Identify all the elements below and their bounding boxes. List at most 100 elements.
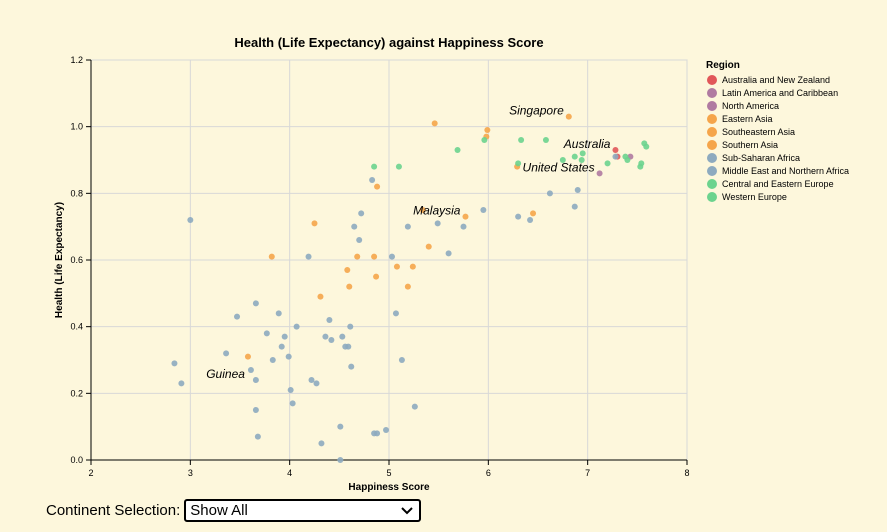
data-point[interactable] <box>612 153 619 160</box>
data-point[interactable] <box>392 310 399 317</box>
data-point[interactable] <box>638 160 645 167</box>
data-point[interactable] <box>612 147 619 153</box>
legend-label: Southeastern Asia <box>722 127 795 137</box>
data-point[interactable] <box>596 170 603 177</box>
data-point[interactable] <box>281 333 288 340</box>
data-point[interactable] <box>419 207 426 213</box>
data-point[interactable] <box>388 253 395 260</box>
data-point[interactable] <box>305 253 312 260</box>
data-point[interactable] <box>244 353 251 360</box>
data-point[interactable] <box>293 323 300 330</box>
data-point[interactable] <box>269 357 276 363</box>
data-point[interactable] <box>374 183 381 190</box>
data-point[interactable] <box>462 213 469 220</box>
data-point[interactable] <box>358 210 365 217</box>
data-point[interactable] <box>252 300 259 307</box>
data-point[interactable] <box>604 160 611 167</box>
data-point[interactable] <box>254 433 261 440</box>
data-point[interactable] <box>339 333 346 340</box>
data-point[interactable] <box>285 353 292 360</box>
data-point[interactable] <box>404 283 411 290</box>
data-point[interactable] <box>348 363 355 370</box>
data-point[interactable] <box>263 330 270 337</box>
data-point[interactable] <box>328 337 335 343</box>
data-point[interactable] <box>247 367 254 373</box>
data-point[interactable] <box>275 310 282 317</box>
data-point[interactable] <box>252 407 259 413</box>
legend-swatch <box>707 75 717 85</box>
data-point[interactable] <box>481 137 488 143</box>
data-point[interactable] <box>518 137 525 143</box>
data-point[interactable] <box>643 143 650 150</box>
data-point[interactable] <box>171 360 178 367</box>
data-point[interactable] <box>373 273 380 280</box>
x-axis-label: Happiness Score <box>348 482 430 493</box>
data-point[interactable] <box>515 160 522 167</box>
data-point[interactable] <box>354 253 361 260</box>
y-tick-label: 0.8 <box>70 188 83 198</box>
data-point[interactable] <box>268 253 275 260</box>
data-point[interactable] <box>434 220 441 227</box>
data-point[interactable] <box>278 343 285 350</box>
data-point[interactable] <box>346 283 353 290</box>
data-point[interactable] <box>393 263 400 270</box>
data-point[interactable] <box>322 333 329 340</box>
data-point[interactable] <box>546 190 553 197</box>
data-point[interactable] <box>527 217 534 223</box>
data-point[interactable] <box>574 187 581 193</box>
data-point[interactable] <box>571 153 578 160</box>
data-point[interactable] <box>337 423 344 430</box>
data-point[interactable] <box>578 157 585 163</box>
data-point[interactable] <box>404 223 411 230</box>
data-point[interactable] <box>344 267 351 273</box>
data-point[interactable] <box>530 210 537 217</box>
data-point[interactable] <box>252 377 259 383</box>
annotation-label: United States <box>523 160 595 174</box>
data-point[interactable] <box>445 250 452 257</box>
data-point[interactable] <box>187 217 194 223</box>
legend-swatch <box>707 140 717 150</box>
data-point[interactable] <box>356 237 363 243</box>
data-point[interactable] <box>287 387 294 393</box>
data-point[interactable] <box>369 177 376 183</box>
data-point[interactable] <box>425 243 432 250</box>
data-point[interactable] <box>223 350 230 357</box>
data-point[interactable] <box>289 400 296 407</box>
data-point[interactable] <box>347 323 354 330</box>
data-point[interactable] <box>351 223 358 230</box>
data-point[interactable] <box>559 157 566 163</box>
data-point[interactable] <box>395 163 402 170</box>
data-point[interactable] <box>579 150 586 157</box>
data-point[interactable] <box>411 403 418 410</box>
data-point[interactable] <box>317 293 324 300</box>
data-point[interactable] <box>311 220 318 227</box>
data-point[interactable] <box>371 253 378 260</box>
data-points <box>171 113 650 463</box>
data-point[interactable] <box>398 357 405 363</box>
data-point[interactable] <box>313 380 320 387</box>
data-point[interactable] <box>318 440 325 447</box>
data-point[interactable] <box>480 207 487 213</box>
data-point[interactable] <box>571 203 578 210</box>
data-point[interactable] <box>454 147 461 153</box>
data-point[interactable] <box>234 313 241 320</box>
data-point[interactable] <box>484 127 491 133</box>
data-point[interactable] <box>178 380 185 387</box>
data-point[interactable] <box>542 137 549 143</box>
data-point[interactable] <box>371 163 378 170</box>
data-point[interactable] <box>345 343 352 350</box>
data-point[interactable] <box>624 157 631 163</box>
continent-select[interactable]: Show All <box>184 499 422 522</box>
data-point[interactable] <box>326 317 333 323</box>
data-point[interactable] <box>308 377 315 383</box>
legend-label: Latin America and Caribbean <box>722 88 838 98</box>
x-tick-label: 5 <box>386 468 391 478</box>
data-point[interactable] <box>337 457 344 463</box>
data-point[interactable] <box>565 113 572 120</box>
data-point[interactable] <box>409 263 416 270</box>
data-point[interactable] <box>383 427 390 433</box>
data-point[interactable] <box>515 213 522 220</box>
data-point[interactable] <box>460 223 467 230</box>
data-point[interactable] <box>374 430 381 437</box>
data-point[interactable] <box>431 120 438 127</box>
